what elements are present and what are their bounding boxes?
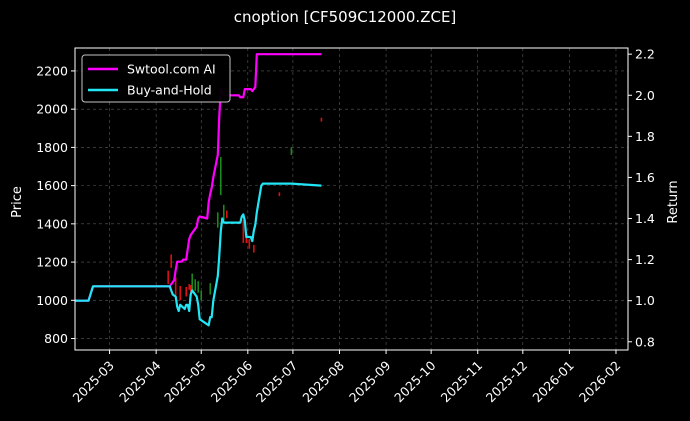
y-tick-label: 2200 — [36, 63, 68, 78]
x-tick-label: 2025-12 — [483, 358, 531, 406]
legend-label: Swtool.com AI — [127, 62, 216, 77]
series-lines — [75, 53, 322, 327]
y-tick-label: 1200 — [36, 255, 68, 270]
legend-box — [81, 54, 231, 103]
x-tick-label: 2025-05 — [161, 358, 209, 406]
series-line-swtool-com-ai — [75, 53, 322, 302]
y-tick-label: 1600 — [36, 178, 68, 193]
y-tick-label: 2000 — [36, 102, 68, 117]
x-tick-label: 2026-02 — [576, 358, 624, 406]
y2-tick-label: 0.8 — [635, 334, 655, 349]
x-tick-label: 2025-06 — [208, 358, 256, 406]
x-tick-label: 2025-09 — [346, 358, 394, 406]
chart-title: cnoption [CF509C12000.ZCE] — [234, 8, 457, 26]
y2-tick-label: 2.0 — [635, 88, 655, 103]
x-tick-label: 2026-01 — [529, 358, 577, 406]
y2-tick-label: 2.2 — [635, 47, 655, 62]
legend: Swtool.com AI Buy-and-Hold — [81, 54, 231, 103]
x-tick-label: 2025-10 — [391, 358, 439, 406]
y2-tick-label: 1.2 — [635, 252, 655, 267]
plot-frame — [74, 47, 629, 351]
y2-tick-label: 1.6 — [635, 170, 655, 185]
y-tick-label: 800 — [44, 331, 68, 346]
y-axis-label: Price — [10, 186, 25, 218]
legend-label: Buy-and-Hold — [127, 83, 212, 98]
x-tick-label: 2025-04 — [116, 358, 164, 406]
y-tick-label: 1400 — [36, 216, 68, 231]
x-tick-label: 2025-08 — [299, 358, 347, 406]
y2-tick-label: 1.4 — [635, 211, 655, 226]
price-bars — [167, 117, 323, 301]
x-tick-label: 2025-11 — [438, 358, 486, 406]
y-tick-label: 1000 — [36, 293, 68, 308]
y-tick-label: 1800 — [36, 140, 68, 155]
y2-axis-label: Return — [666, 180, 681, 223]
y2-tick-label: 1.8 — [635, 129, 655, 144]
x-tick-label: 2025-07 — [253, 358, 301, 406]
series-line-buy-and-hold — [75, 182, 322, 327]
y2-tick-label: 1.0 — [635, 293, 655, 308]
x-tick-label: 2025-03 — [70, 358, 118, 406]
